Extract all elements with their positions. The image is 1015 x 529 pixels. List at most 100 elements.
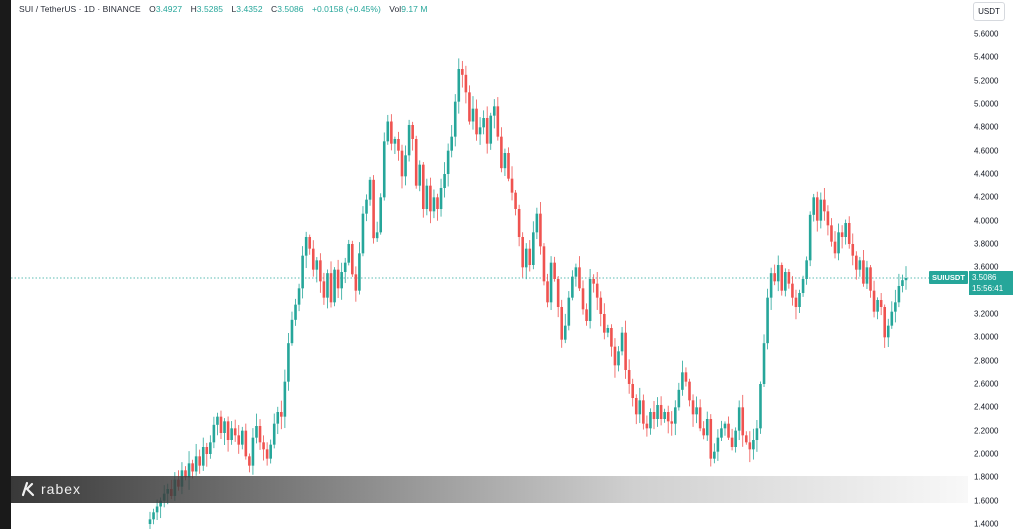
candle-body — [748, 442, 752, 450]
candle-body — [847, 223, 851, 244]
candle-body — [567, 297, 571, 326]
candle-body — [400, 150, 404, 177]
low-label: L — [231, 4, 237, 14]
candle-body — [429, 185, 432, 212]
candle-body — [791, 283, 794, 298]
candle-body — [432, 197, 436, 212]
price-tick: 4.4000 — [974, 169, 999, 179]
candle-body — [251, 437, 255, 466]
candle-body — [216, 416, 219, 425]
candle-body — [290, 319, 294, 344]
candle-body — [269, 444, 272, 459]
candle-body — [723, 423, 727, 429]
candle-body — [450, 136, 453, 151]
candle-body — [219, 416, 223, 433]
candle-body — [595, 283, 599, 298]
candle-body — [421, 164, 425, 209]
candle-body — [901, 280, 904, 286]
candle-body — [209, 442, 212, 454]
candle-body — [159, 500, 162, 507]
candle-body — [784, 272, 787, 291]
candle-body — [262, 442, 265, 450]
candle-body — [535, 213, 539, 233]
candle-body — [198, 456, 201, 466]
candle-body — [521, 237, 524, 268]
candle-body — [886, 325, 890, 338]
candle-body — [517, 209, 521, 237]
candle-body — [798, 293, 801, 307]
candle-body — [730, 437, 734, 447]
candle-body — [510, 178, 514, 193]
candle-body — [436, 197, 439, 209]
candle-body — [326, 273, 329, 298]
candle-body — [865, 267, 869, 284]
candle-body — [879, 300, 883, 307]
candle-body — [184, 470, 187, 478]
candle-body — [681, 372, 684, 390]
price-tick: 2.8000 — [974, 356, 999, 366]
candle-body — [698, 407, 702, 429]
currency-unit-button[interactable]: USDT — [973, 2, 1005, 21]
candle-body — [823, 199, 826, 212]
candle-body — [862, 260, 865, 284]
candle-body — [805, 260, 808, 279]
open-label: O — [149, 4, 156, 14]
candle-body — [631, 384, 635, 398]
candle-body — [588, 279, 592, 321]
candle-body — [489, 115, 493, 144]
candle-body — [677, 389, 681, 408]
candle-body — [322, 281, 326, 298]
candle-body — [464, 74, 468, 93]
symbol-title[interactable]: SUI / TetherUS · 1D · BINANCE — [19, 4, 141, 14]
price-axis[interactable] — [968, 0, 1015, 529]
candle-body — [617, 351, 620, 366]
candle-body — [844, 223, 847, 237]
candle-body — [397, 139, 400, 151]
last-price-label: 3.5086 15:56:41 — [969, 270, 1013, 295]
candle-body — [720, 428, 723, 438]
candle-body — [819, 199, 823, 221]
candle-body — [840, 232, 844, 237]
candle-body — [347, 244, 351, 263]
candle-body — [411, 125, 414, 139]
candle-body — [294, 304, 297, 320]
candle-body — [343, 262, 347, 272]
candle-body — [368, 179, 372, 200]
candle-body — [201, 447, 205, 466]
candle-body — [443, 174, 446, 188]
candle-body — [283, 381, 287, 417]
candle-body — [904, 277, 908, 281]
candle-body — [656, 405, 659, 419]
candle-body — [553, 262, 556, 279]
candle-body — [240, 430, 244, 445]
candle-body — [815, 197, 819, 221]
candle-body — [890, 311, 894, 326]
candle-body — [894, 302, 897, 312]
candle-body — [688, 381, 691, 401]
candle-body — [280, 412, 283, 417]
candle-body — [663, 412, 666, 419]
price-tick: 2.6000 — [974, 379, 999, 389]
candle-body — [457, 69, 461, 102]
price-tick: 5.4000 — [974, 52, 999, 62]
candle-body — [603, 314, 606, 333]
candle-body — [599, 297, 603, 314]
price-tick: 4.2000 — [974, 192, 999, 202]
candle-body — [379, 197, 383, 233]
candle-body — [258, 426, 262, 443]
candle-body — [308, 237, 312, 249]
candle-body — [755, 428, 759, 440]
candle-countdown: 15:56:41 — [972, 283, 1004, 293]
price-tick: 5.0000 — [974, 99, 999, 109]
candle-body — [372, 179, 375, 239]
candle-body — [620, 332, 624, 352]
price-tick: 1.6000 — [974, 496, 999, 506]
price-tick: 2.0000 — [974, 449, 999, 459]
candle-body — [461, 69, 464, 75]
price-tick: 5.2000 — [974, 76, 999, 86]
candle-body — [155, 506, 159, 513]
candle-body — [837, 232, 840, 254]
volume-label: Vol — [389, 4, 402, 14]
candle-body — [737, 407, 741, 431]
